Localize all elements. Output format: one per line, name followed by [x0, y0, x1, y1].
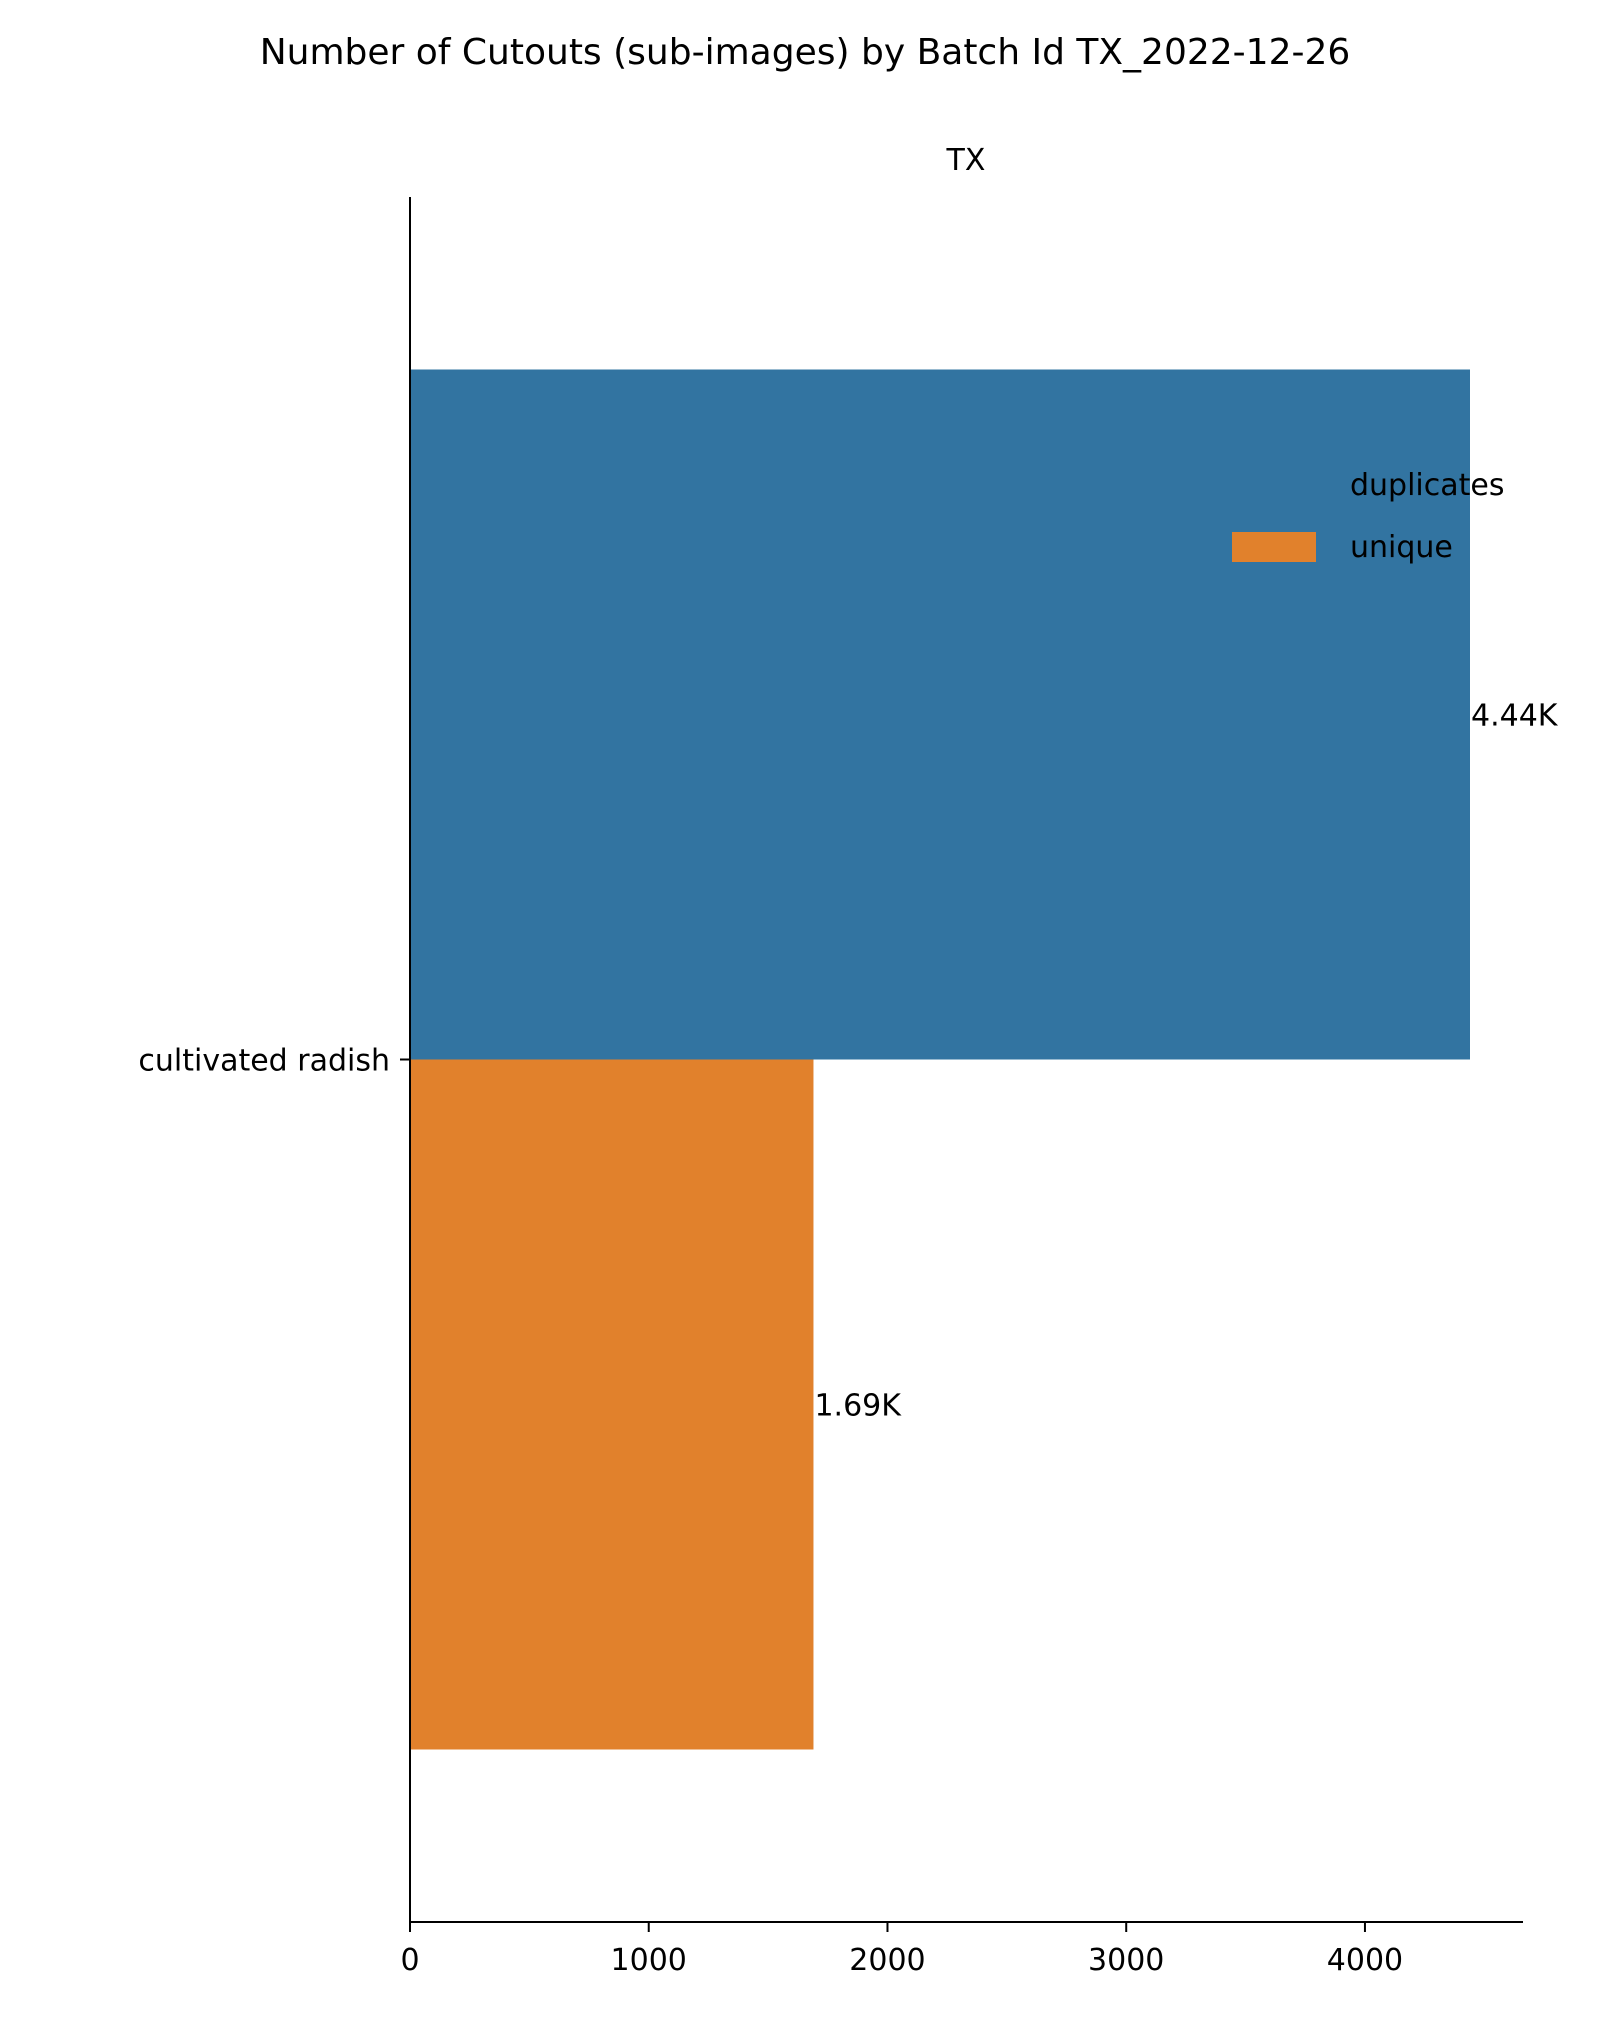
x-tick-label: 2000: [849, 1943, 925, 1978]
x-tick-label: 1000: [611, 1943, 687, 1978]
bars-layer: [410, 369, 1470, 1750]
x-tick-label: 4000: [1327, 1943, 1403, 1978]
bar-label-duplicates: 4.44K: [1471, 699, 1559, 734]
bar-label-unique: 1.69K: [814, 1389, 902, 1424]
x-tick-label: 0: [400, 1943, 419, 1978]
y-ticks-layer: cultivated radish: [138, 1044, 410, 1079]
legend-label-duplicates: duplicates: [1350, 468, 1505, 503]
legend: duplicates unique: [1232, 468, 1505, 565]
bar-unique: [410, 1059, 814, 1750]
bar-duplicates: [410, 369, 1470, 1060]
legend-swatch-unique: [1232, 532, 1316, 562]
x-tick-label: 3000: [1088, 1943, 1164, 1978]
bar-labels-layer: 4.44K 1.69K: [814, 699, 1558, 1424]
x-ticks-layer: 0 1000 2000 3000 4000: [400, 1922, 1403, 1978]
chart-title: Number of Cutouts (sub-images) by Batch …: [260, 32, 1351, 73]
y-tick-label: cultivated radish: [138, 1044, 390, 1079]
legend-label-unique: unique: [1350, 530, 1453, 565]
facet-title: TX: [946, 143, 986, 178]
